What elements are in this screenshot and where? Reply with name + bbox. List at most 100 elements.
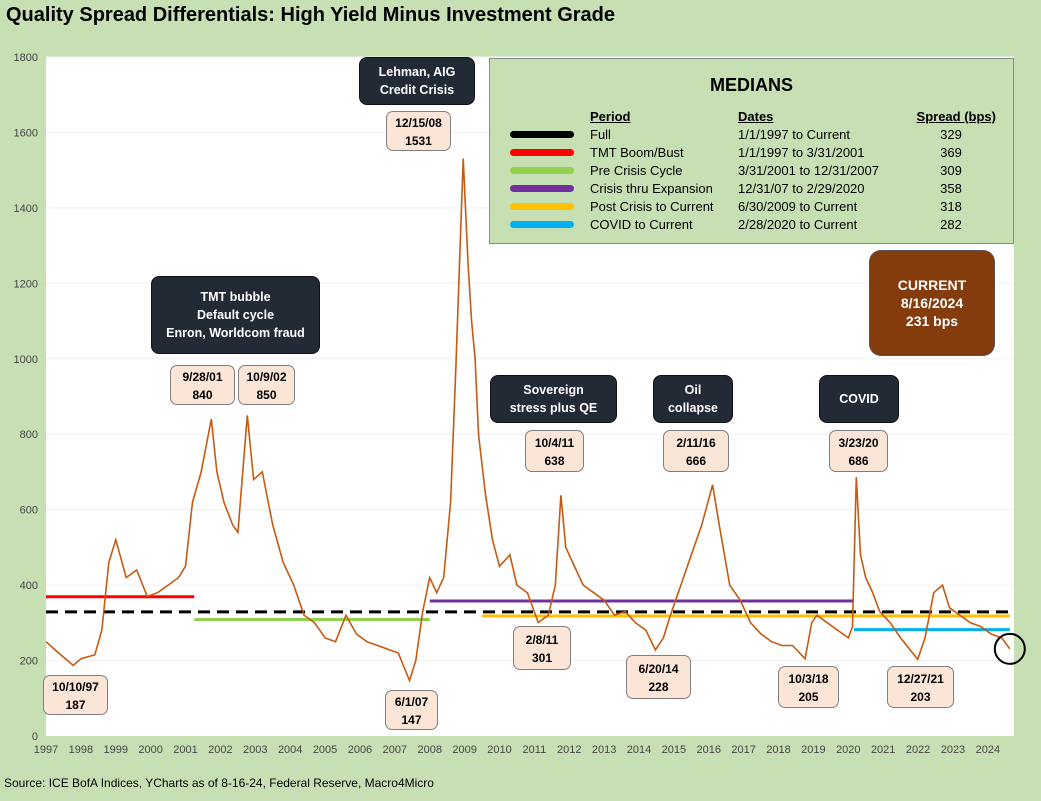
spread-value: 282 xyxy=(940,216,962,232)
y-tick-label: 200 xyxy=(20,656,38,668)
dates-label: 6/30/2009 to Current xyxy=(738,198,858,214)
swatch-tmt xyxy=(510,148,574,156)
callout-value: 205 xyxy=(798,690,819,704)
x-tick-label: 2005 xyxy=(313,744,337,756)
x-tick-label: 2010 xyxy=(487,744,511,756)
callout-date: 6/1/07 xyxy=(394,695,429,709)
x-tick-label: 1998 xyxy=(69,744,93,756)
x-tick-label: 2003 xyxy=(243,744,267,756)
x-tick-label: 2000 xyxy=(138,744,162,756)
current-date: 8/16/2024 xyxy=(900,295,964,311)
callout-value: 686 xyxy=(848,454,869,468)
period-label: Pre Crisis Cycle xyxy=(590,162,683,178)
x-tick-label: 2004 xyxy=(278,744,302,756)
callout-10-3-18: 10/3/18 205 xyxy=(778,666,839,708)
callout-date: 9/28/01 xyxy=(182,370,223,384)
spread-value: 329 xyxy=(940,126,962,142)
event-sovereign-line2: stress plus QE xyxy=(509,401,598,415)
callout-value: 1531 xyxy=(405,134,432,148)
event-tmt-line3: Enron, Worldcom fraud xyxy=(166,326,305,340)
callout-value: 840 xyxy=(192,388,213,402)
dates-label: 1/1/1997 to 3/31/2001 xyxy=(738,144,865,160)
x-tick-label: 2021 xyxy=(871,744,895,756)
x-tick-label: 2011 xyxy=(523,744,547,756)
x-tick-label: 2024 xyxy=(976,744,1000,756)
callout-date: 12/27/21 xyxy=(897,672,944,686)
y-tick-label: 800 xyxy=(20,429,38,441)
x-tick-label: 1997 xyxy=(34,744,58,756)
medians-table: Period Dates Spread (bps) Full 1/1/1997 t… xyxy=(506,107,1000,233)
dates-label: 2/28/2020 to Current xyxy=(738,216,858,232)
event-tmt-bubble: TMT bubble Default cycle Enron, Worldcom… xyxy=(151,276,320,354)
callout-3-23-20: 3/23/20 686 xyxy=(829,430,888,472)
dates-label: 1/1/1997 to Current xyxy=(738,126,851,142)
callout-6-20-14: 6/20/14 228 xyxy=(626,655,691,699)
current-value-box: CURRENT 8/16/2024 231 bps xyxy=(869,250,995,356)
callout-value: 638 xyxy=(544,454,565,468)
source-note: Source: ICE BofA Indices, YCharts as of … xyxy=(4,776,434,790)
swatch-crisis xyxy=(510,184,574,192)
swatch-full xyxy=(510,130,574,138)
event-tmt-line2: Default cycle xyxy=(196,308,275,322)
median-row-postcrisis: Post Crisis to Current 6/30/2009 to Curre… xyxy=(506,197,1000,215)
spread-value: 318 xyxy=(940,198,962,214)
swatch-postcrisis xyxy=(510,202,574,210)
event-lehman-line2: Credit Crisis xyxy=(379,83,455,97)
callout-date: 2/11/16 xyxy=(676,436,716,450)
x-tick-label: 2015 xyxy=(662,744,686,756)
x-tick-label: 2006 xyxy=(348,744,372,756)
callout-date: 10/3/18 xyxy=(788,672,829,686)
medians-legend: MEDIANS Period Dates Spread (bps) Full 1/… xyxy=(489,58,1014,244)
callout-6-1-07: 6/1/07 147 xyxy=(385,690,438,730)
medians-title: MEDIANS xyxy=(709,75,793,95)
x-tick-label: 2016 xyxy=(697,744,721,756)
spread-series-line xyxy=(45,158,1011,683)
event-lehman-line1: Lehman, AIG xyxy=(378,65,456,79)
x-tick-label: 2008 xyxy=(417,744,441,756)
callout-value: 147 xyxy=(401,713,422,727)
event-tmt-line1: TMT bubble xyxy=(200,290,271,304)
y-tick-label: 1000 xyxy=(14,354,38,366)
median-row-full: Full 1/1/1997 to Current 329 xyxy=(506,125,1000,143)
current-point-marker xyxy=(993,632,1026,665)
callout-value: 301 xyxy=(531,651,553,665)
period-label: COVID to Current xyxy=(590,216,693,232)
callout-10-4-11: 10/4/11 638 xyxy=(525,430,584,472)
x-tick-label: 2020 xyxy=(836,744,860,756)
x-tick-label: 2009 xyxy=(452,744,476,756)
event-oil-line2: collapse xyxy=(667,401,719,415)
event-covid: COVID xyxy=(819,375,899,423)
x-tick-label: 2013 xyxy=(592,744,616,756)
x-tick-label: 2018 xyxy=(766,744,790,756)
y-tick-label: 600 xyxy=(20,505,38,517)
dates-label: 12/31/07 to 2/29/2020 xyxy=(738,180,865,196)
header-period: Period xyxy=(590,108,631,124)
median-row-precrisis: Pre Crisis Cycle 3/31/2001 to 12/31/2007 3… xyxy=(506,161,1000,179)
x-tick-label: 2019 xyxy=(801,744,825,756)
callout-date: 6/20/14 xyxy=(638,662,679,676)
callout-9-28-01: 9/28/01 840 xyxy=(170,365,235,405)
x-tick-label: 2022 xyxy=(906,744,930,756)
callout-value: 850 xyxy=(256,388,277,402)
y-tick-label: 1800 xyxy=(14,52,38,64)
x-tick-label: 2017 xyxy=(731,744,755,756)
x-tick-label: 2001 xyxy=(173,744,197,756)
event-oil: Oil collapse xyxy=(653,375,733,423)
x-tick-label: 2014 xyxy=(627,744,651,756)
header-dates: Dates xyxy=(738,108,774,124)
period-label: TMT Boom/Bust xyxy=(590,144,684,160)
callout-12-27-21: 12/27/21 203 xyxy=(887,666,954,708)
y-tick-label: 1600 xyxy=(14,127,38,139)
x-tick-label: 2002 xyxy=(208,744,232,756)
callout-date: 10/10/97 xyxy=(52,680,99,694)
callout-date: 10/4/11 xyxy=(534,436,575,450)
spread-value: 358 xyxy=(940,180,962,196)
median-row-crisis: Crisis thru Expansion 12/31/07 to 2/29/20… xyxy=(506,179,1000,197)
period-label: Crisis thru Expansion xyxy=(590,180,713,196)
callout-2-11-16: 2/11/16 666 xyxy=(663,430,729,472)
callout-value: 203 xyxy=(910,690,931,704)
event-lehman: Lehman, AIG Credit Crisis xyxy=(359,57,475,105)
spread-value: 309 xyxy=(940,162,962,178)
chart-title: Quality Spread Differentials: High Yield… xyxy=(6,4,616,26)
callout-date: 12/15/08 xyxy=(395,116,442,130)
